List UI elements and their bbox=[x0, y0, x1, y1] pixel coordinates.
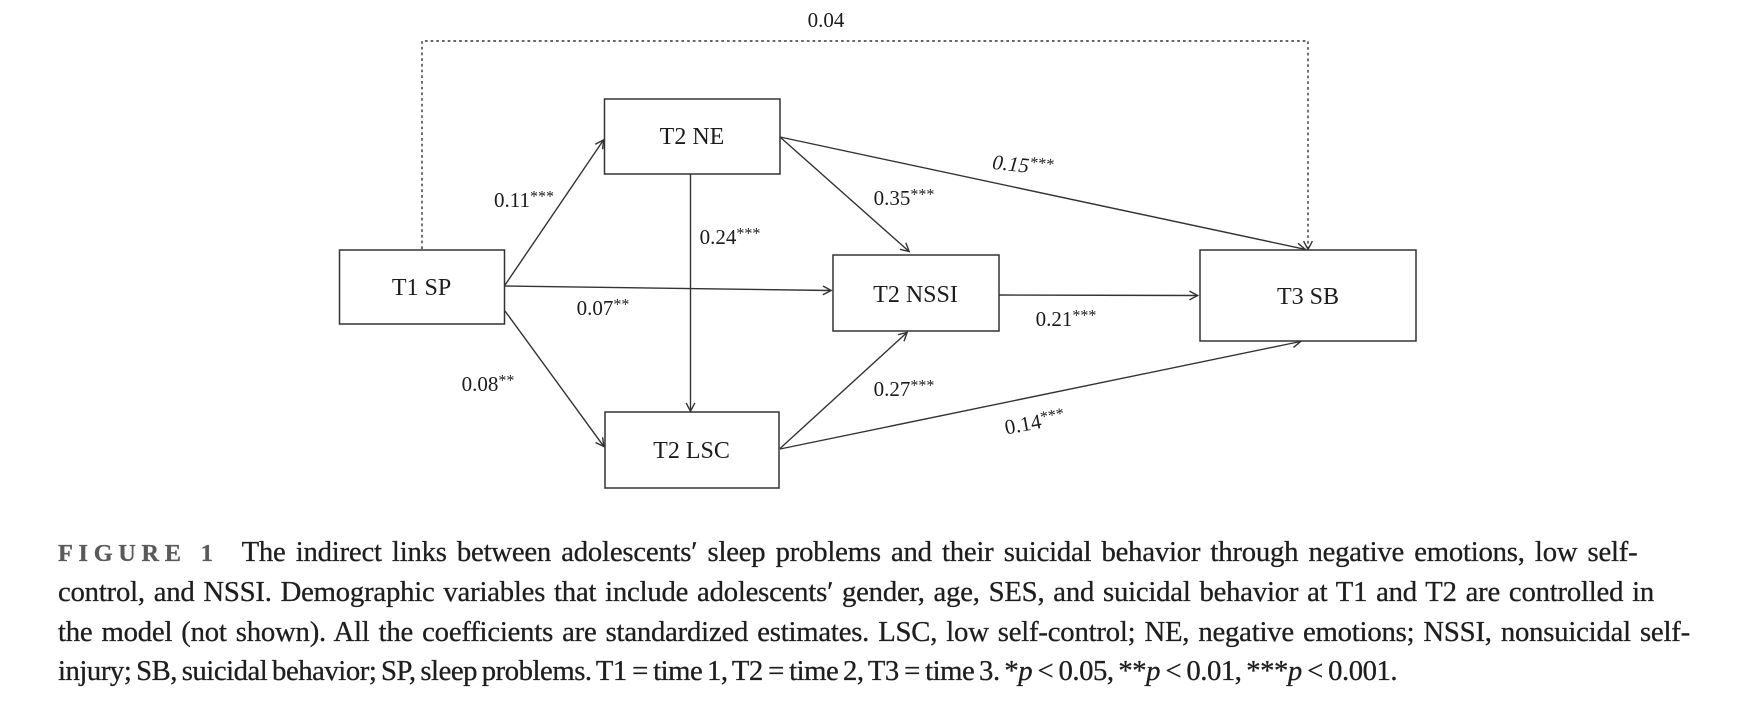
svg-text:0.04: 0.04 bbox=[808, 8, 845, 32]
svg-text:0.15***: 0.15*** bbox=[991, 150, 1054, 180]
svg-text:T3 SB: T3 SB bbox=[1277, 284, 1339, 310]
svg-text:0.21***: 0.21*** bbox=[1036, 307, 1097, 331]
svg-text:0.35***: 0.35*** bbox=[874, 186, 935, 210]
svg-text:T2 NSSI: T2 NSSI bbox=[873, 282, 958, 308]
svg-text:T2 LSC: T2 LSC bbox=[653, 438, 730, 464]
svg-text:0.08**: 0.08** bbox=[462, 372, 515, 396]
svg-text:0.07**: 0.07** bbox=[577, 296, 630, 320]
svg-text:0.14***: 0.14*** bbox=[1003, 405, 1067, 440]
svg-text:T1 SP: T1 SP bbox=[392, 275, 451, 301]
svg-text:T2 NE: T2 NE bbox=[660, 124, 725, 150]
svg-text:0.27***: 0.27*** bbox=[874, 377, 935, 401]
svg-text:0.11***: 0.11*** bbox=[494, 188, 554, 212]
svg-text:0.24***: 0.24*** bbox=[700, 225, 761, 249]
